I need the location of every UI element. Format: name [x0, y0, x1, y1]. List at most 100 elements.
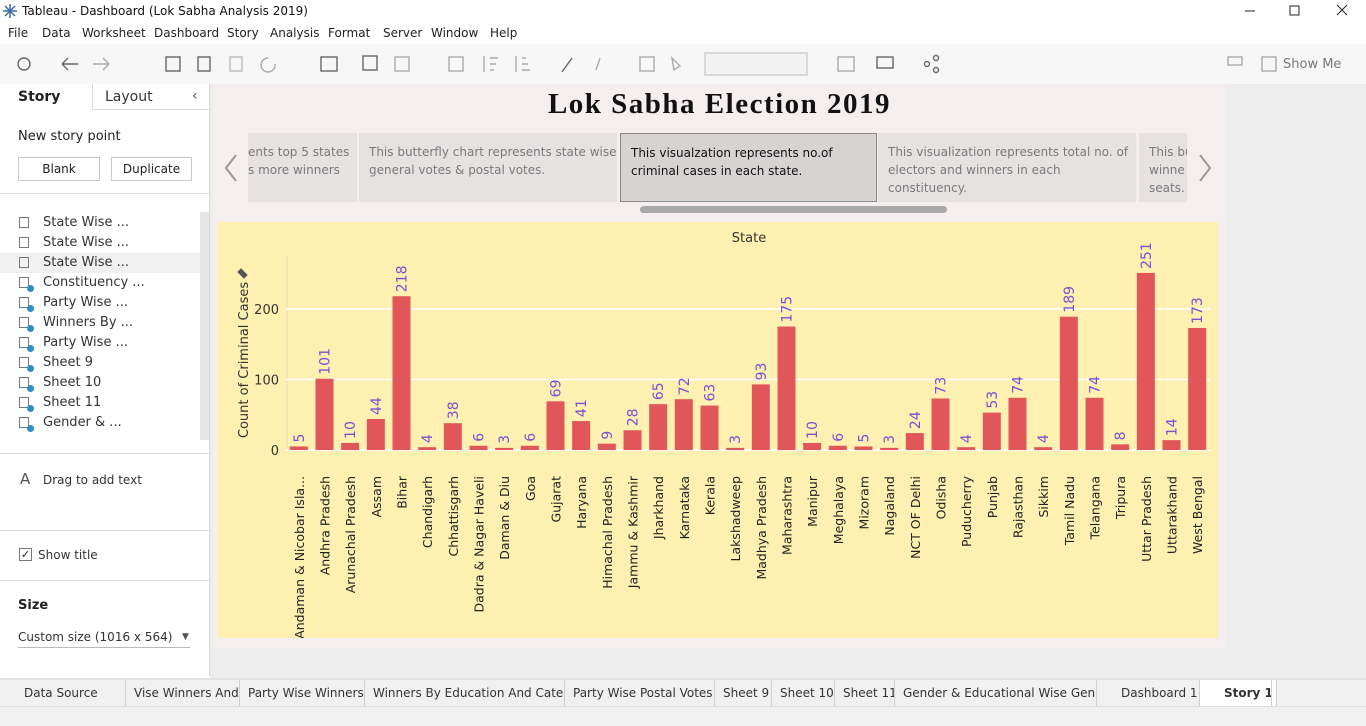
data-label: 72 — [677, 377, 693, 395]
show-title[interactable]: Show title — [38, 548, 98, 562]
sheet-item[interactable]: Sheet 10 — [43, 375, 102, 390]
y-tick-label: 200 — [254, 303, 279, 318]
menu-item[interactable]: Server — [383, 26, 423, 40]
sheet-tab[interactable]: Sheet 10 — [772, 680, 835, 706]
sheet-tab[interactable]: Story 1 — [1200, 680, 1272, 706]
bar — [982, 412, 1001, 450]
drag-text[interactable]: Drag to add text — [43, 473, 142, 487]
menu-item[interactable]: File — [8, 26, 29, 40]
data-label: 6 — [831, 433, 847, 442]
sheet-item[interactable]: State Wise ... — [43, 215, 130, 230]
sheet-item[interactable]: State Wise ... — [43, 255, 130, 270]
bar — [674, 399, 693, 450]
title-bar: Tableau - Dashboard (Lok Sabha Analysis … — [3, 4, 1348, 18]
story-point[interactable]: This visualzation represents no.of crimin… — [620, 133, 877, 202]
menu-item[interactable]: Format — [328, 26, 371, 40]
sidebar-tab[interactable]: Layout — [105, 89, 153, 105]
bar — [828, 445, 847, 450]
sheet-item[interactable]: Party Wise ... — [43, 295, 128, 310]
sheet-tab[interactable]: Sheet 9 — [715, 680, 772, 706]
sheet-tab-label: Gender & Educational Wise Gen... — [903, 686, 1097, 700]
sheet-tab[interactable]: Data Source — [0, 680, 126, 706]
sheet-item[interactable]: Gender & ... — [43, 415, 122, 430]
sheet-item[interactable]: Party Wise ... — [43, 335, 128, 350]
sheet-badge — [27, 345, 34, 352]
show-me[interactable]: Show Me — [1283, 57, 1341, 72]
nav-prev[interactable] — [218, 140, 248, 200]
x-tick-label: Chandigarh — [420, 476, 435, 548]
menu-item[interactable]: Data — [42, 26, 71, 40]
sheet-badge — [27, 405, 34, 412]
bar — [469, 445, 488, 450]
story-point[interactable]: This butterfly chart represents state wi… — [359, 133, 617, 202]
sheet-tab-label: Vise Winners And ... — [134, 686, 239, 700]
section-heading: New story point — [18, 129, 121, 144]
x-tick-label: Jammu & Kashmir — [626, 475, 641, 589]
sheet-tab[interactable]: Sheet 11 — [835, 680, 895, 706]
data-label: 175 — [780, 296, 796, 323]
button[interactable]: Duplicate — [111, 157, 192, 181]
window-title: Tableau - Dashboard (Lok Sabha Analysis … — [21, 4, 308, 18]
chart: State Count of Criminal Cases 0 100 200 5 An… — [218, 222, 1218, 638]
data-label: 9 — [600, 431, 616, 440]
toolbar-icons: Show Me — [17, 52, 1341, 76]
data-label: 10 — [343, 421, 359, 439]
sheet-tab[interactable]: Party Wise Winners — [240, 680, 365, 706]
button[interactable]: Blank — [18, 157, 100, 181]
sheet-item[interactable]: Sheet 11 — [43, 395, 102, 410]
sheet-badge — [27, 305, 34, 312]
sheet-tab[interactable]: Vise Winners And ... — [126, 680, 240, 706]
menu-item[interactable]: Help — [490, 26, 518, 40]
x-tick-label: Sikkim — [1036, 476, 1051, 518]
menu-item[interactable]: Dashboard — [154, 26, 220, 40]
menu-item[interactable]: Worksheet — [82, 26, 146, 40]
bar — [1085, 397, 1104, 450]
sheet-tab-label: Story 1 — [1224, 686, 1272, 700]
bar — [443, 423, 462, 450]
sheet-item[interactable]: State Wise ... — [43, 235, 130, 250]
data-label: 5 — [857, 434, 873, 443]
x-tick-label: Uttar Pradesh — [1139, 476, 1154, 562]
sheet-icon — [19, 217, 29, 228]
x-tick-label: Andaman & Nicobar Isla... — [292, 476, 307, 638]
data-label: 24 — [908, 411, 924, 429]
nav-next[interactable] — [1190, 140, 1220, 200]
bar — [341, 442, 360, 450]
bar — [880, 447, 899, 450]
story-point-text: This visualization represents total no. … — [888, 145, 1129, 159]
sidebar-tab[interactable]: Story — [18, 89, 61, 105]
size-label: Size — [18, 598, 49, 613]
story-point[interactable]: This visualization represents total no. … — [878, 133, 1136, 202]
sheet-tab[interactable]: Dashboard 1 — [1097, 680, 1200, 706]
sheet-badge — [27, 285, 34, 292]
story-point[interactable]: ents top 5 states s more winners — [248, 133, 357, 202]
scrollbar[interactable] — [640, 206, 947, 213]
sheet-tab[interactable]: Party Wise Postal Votes — [565, 680, 715, 706]
story-point-text: constituency. — [888, 181, 967, 195]
x-tick-label: Kerala — [703, 476, 718, 515]
size-select[interactable]: Custom size (1016 x 564) — [18, 630, 190, 648]
x-tick-label: Daman & Diu — [497, 476, 512, 560]
sheet-item[interactable]: Winners By ... — [43, 315, 134, 330]
sheet-tab[interactable]: Winners By Education And Cate... — [365, 680, 565, 706]
checkbox[interactable]: ✓ — [19, 548, 32, 561]
x-tick-label: Himachal Pradesh — [600, 476, 615, 589]
x-tick-label: Karnataka — [677, 476, 692, 539]
sheet-item[interactable]: Sheet 9 — [43, 355, 93, 370]
sheet-tab[interactable]: Gender & Educational Wise Gen... — [895, 680, 1097, 706]
story-point[interactable]: This bu winne seats. — [1139, 133, 1187, 202]
data-label: 101 — [318, 348, 334, 375]
data-label: 65 — [651, 382, 667, 400]
list-scrollbar — [200, 212, 209, 440]
menu-item[interactable]: Analysis — [270, 26, 320, 40]
data-label: 6 — [523, 433, 539, 442]
bar — [520, 445, 539, 450]
sheet-item[interactable]: Constituency ... — [43, 275, 145, 290]
divider — [0, 453, 209, 454]
sheet-badge — [27, 365, 34, 372]
menu-item[interactable]: Story — [227, 26, 259, 40]
data-label: 38 — [446, 401, 462, 419]
sheet-icon — [19, 377, 29, 388]
x-tick-label: Mizoram — [857, 476, 872, 529]
menu-item[interactable]: Window — [431, 26, 479, 40]
